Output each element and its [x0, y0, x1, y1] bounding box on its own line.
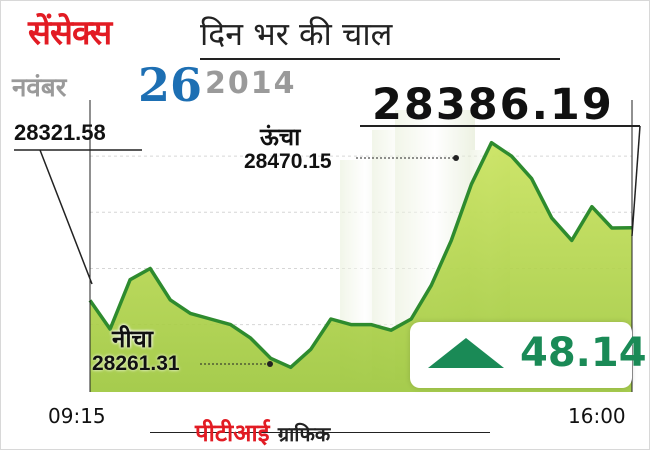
source-type: ग्राफिक [277, 422, 331, 446]
x-tick-start: 09:15 [48, 404, 106, 428]
date-month: नवंबर [12, 73, 67, 103]
high-value: 28470.15 [244, 150, 332, 173]
close-leader [631, 125, 641, 237]
open-value: 28321.58 [14, 120, 106, 145]
high-label: ऊंचा [260, 123, 301, 151]
low-marker [267, 361, 273, 367]
change-value: 48.14 [520, 330, 647, 376]
date-day: 26 [138, 58, 203, 112]
up-triangle-icon [428, 338, 504, 368]
low-label: नीचा [112, 325, 153, 353]
chart-title: सेंसेक्स [28, 13, 112, 53]
low-value: 28261.31 [92, 352, 180, 375]
x-tick-end: 16:00 [568, 404, 626, 428]
price-series-line [88, 140, 633, 370]
source-agency: पीटीआई [195, 419, 270, 447]
source-credit: पीटीआई ग्राफिक [195, 416, 330, 449]
title-underline [200, 58, 560, 60]
date-year: 2014 [205, 66, 297, 101]
change-box: 48.14 [410, 322, 647, 388]
high-marker [453, 155, 459, 161]
chart-subtitle: दिन भर की चाल [200, 15, 393, 53]
open-leader [39, 149, 93, 285]
close-value: 28386.19 [372, 80, 614, 130]
source-underline [150, 432, 490, 433]
